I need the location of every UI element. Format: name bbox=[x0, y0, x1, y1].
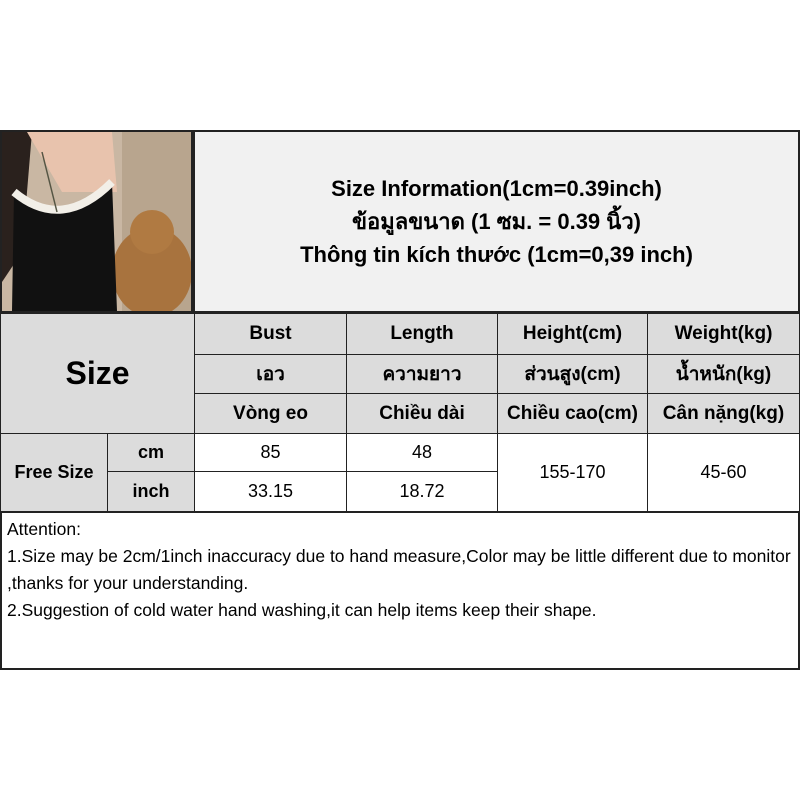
attention-title: Attention: bbox=[7, 519, 81, 539]
unit-inch: inch bbox=[107, 471, 195, 512]
col-height-th: ส่วนสูง(cm) bbox=[497, 354, 648, 394]
col-bust-th: เอว bbox=[194, 354, 347, 394]
col-length-vi: Chiều dài bbox=[346, 393, 498, 434]
size-label: Size bbox=[0, 313, 195, 434]
length-cm: 48 bbox=[346, 433, 498, 472]
header-title-vi: Thông tin kích thước (1cm=0,39 inch) bbox=[300, 242, 693, 267]
header-title-en: Size Information(1cm=0.39inch) bbox=[331, 176, 662, 201]
attention-note-1: 1.Size may be 2cm/1inch inaccuracy due t… bbox=[7, 546, 791, 593]
attention-notes: Attention: 1.Size may be 2cm/1inch inacc… bbox=[0, 511, 800, 670]
col-length-th: ความยาว bbox=[346, 354, 498, 394]
col-weight-en: Weight(kg) bbox=[647, 313, 800, 355]
weight-range: 45-60 bbox=[647, 433, 800, 512]
bust-cm: 85 bbox=[194, 433, 347, 472]
height-range: 155-170 bbox=[497, 433, 648, 512]
length-inch: 18.72 bbox=[346, 471, 498, 512]
col-height-en: Height(cm) bbox=[497, 313, 648, 355]
bust-inch: 33.15 bbox=[194, 471, 347, 512]
col-length-en: Length bbox=[346, 313, 498, 355]
header-title-th: ข้อมูลขนาด (1 ซม. = 0.39 นิ้ว) bbox=[351, 209, 641, 234]
unit-cm: cm bbox=[107, 433, 195, 472]
free-size-label: Free Size bbox=[0, 433, 108, 512]
col-bust-en: Bust bbox=[194, 313, 347, 355]
size-information-header: Size Information(1cm=0.39inch) ข้อมูลขนา… bbox=[193, 130, 800, 313]
col-weight-vi: Cân nặng(kg) bbox=[647, 393, 800, 434]
attention-note-2: 2.Suggestion of cold water hand washing,… bbox=[7, 600, 597, 620]
col-height-vi: Chiều cao(cm) bbox=[497, 393, 648, 434]
product-photo bbox=[0, 130, 193, 317]
col-weight-th: น้ำหนัก(kg) bbox=[647, 354, 800, 394]
col-bust-vi: Vòng eo bbox=[194, 393, 347, 434]
